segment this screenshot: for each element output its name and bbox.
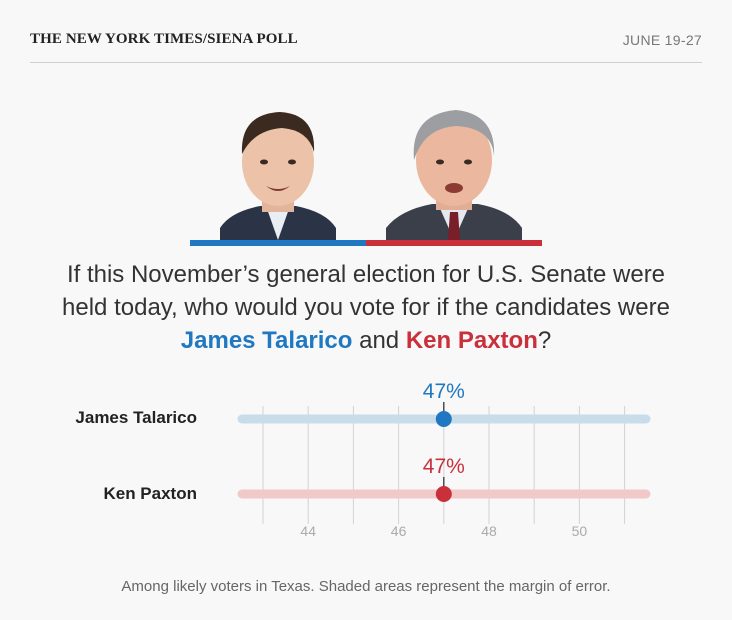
x-tick-label: 48 [481,523,497,539]
question-end: ? [537,327,552,354]
candidate-b-name: Ken Paxton [405,327,538,354]
row-label-paxton: Ken Paxton [103,484,197,503]
data-label: 47% [423,380,465,403]
data-label: 47% [423,455,465,478]
talarico-color-bar [190,240,366,246]
data-point [435,486,452,502]
x-tick-label: 50 [572,523,588,539]
row-label-talarico: James Talarico [75,408,197,427]
header-date: JUNE 19-27 [622,32,702,48]
x-tick-label: 44 [300,523,316,539]
header-title: THE NEW YORK TIMES/SIENA POLL [30,31,298,47]
candidate-a-name: James Talarico [180,327,353,354]
x-tick-label: 46 [391,523,407,539]
question-connector: and [352,327,406,354]
question-text: If this November’s general election for … [62,261,670,321]
talarico-photo [190,100,366,240]
footnote: Among likely voters in Texas. Shaded are… [121,578,611,595]
paxton-photo [366,100,542,240]
paxton-color-bar [366,240,542,246]
header-rule [30,62,702,63]
poll-chart: 44 46 48 50 47% 47% [237,380,651,539]
data-point [435,411,452,427]
poll-question: If this November’s general election for … [60,258,672,357]
